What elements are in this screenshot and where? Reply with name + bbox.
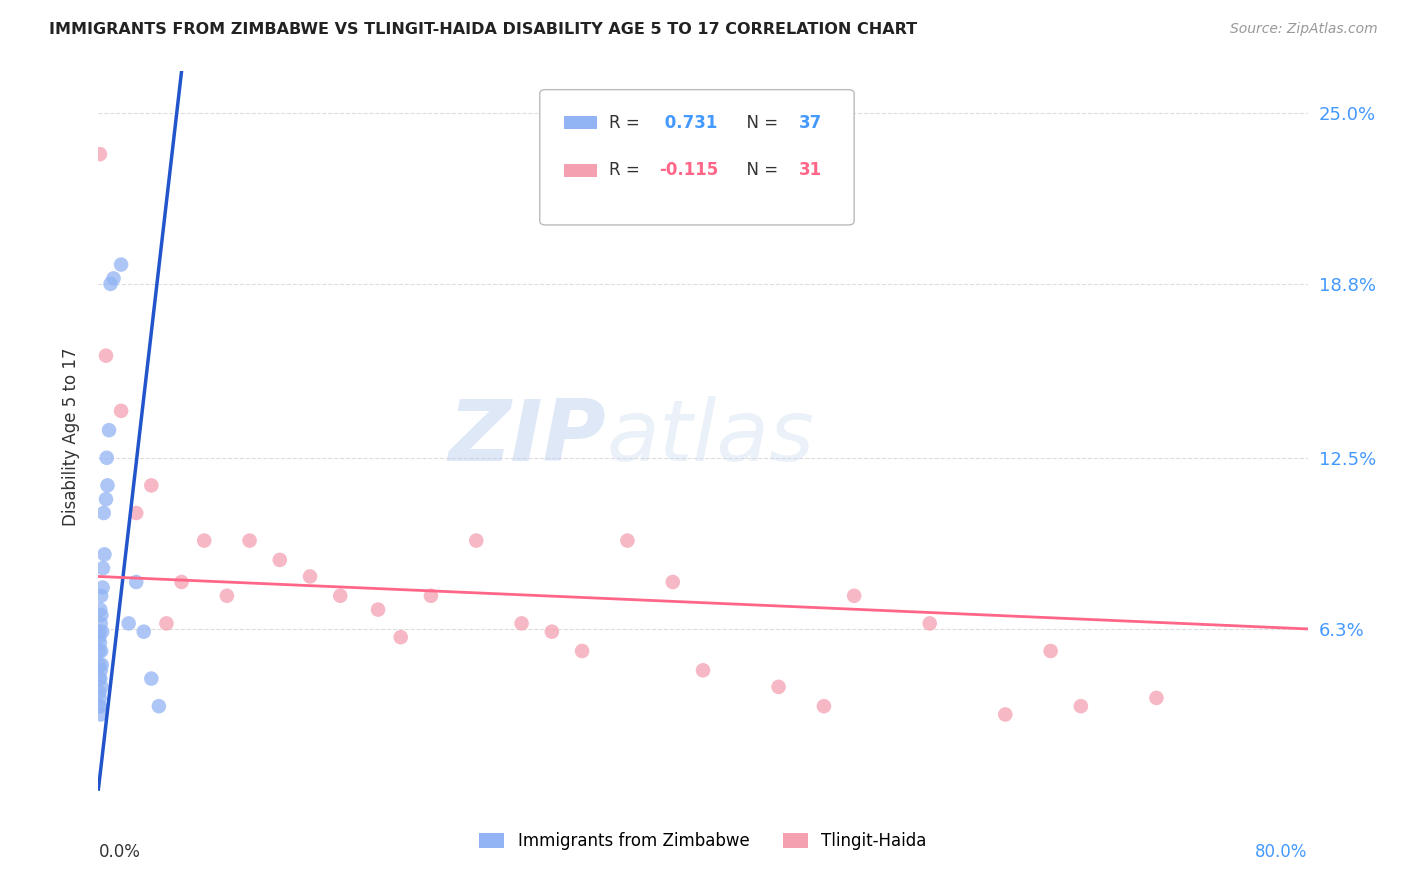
Point xyxy=(299,569,322,583)
Point xyxy=(94,349,117,363)
Point xyxy=(100,277,122,291)
Point xyxy=(89,644,111,658)
Text: 0.731: 0.731 xyxy=(659,113,718,131)
Point xyxy=(90,680,112,694)
Point xyxy=(193,533,215,548)
Point xyxy=(1070,699,1092,714)
Point xyxy=(89,672,111,686)
Point xyxy=(90,657,112,672)
Point xyxy=(616,533,638,548)
Point xyxy=(90,663,112,677)
Point xyxy=(103,271,125,285)
Point xyxy=(98,423,121,437)
Text: 0.0%: 0.0% xyxy=(98,843,141,861)
FancyBboxPatch shape xyxy=(564,116,596,129)
Point xyxy=(90,644,112,658)
Point xyxy=(89,147,111,161)
Point xyxy=(768,680,790,694)
Text: R =: R = xyxy=(609,113,645,131)
Point xyxy=(389,630,412,644)
Point xyxy=(90,608,112,623)
Point xyxy=(96,450,118,465)
Point xyxy=(90,616,112,631)
Text: 37: 37 xyxy=(799,113,821,131)
Point xyxy=(329,589,352,603)
Point xyxy=(367,602,389,616)
Point xyxy=(813,699,835,714)
Point xyxy=(155,616,177,631)
Text: IMMIGRANTS FROM ZIMBABWE VS TLINGIT-HAIDA DISABILITY AGE 5 TO 17 CORRELATION CHA: IMMIGRANTS FROM ZIMBABWE VS TLINGIT-HAID… xyxy=(49,22,917,37)
Point xyxy=(89,685,111,699)
Text: -0.115: -0.115 xyxy=(659,161,718,179)
Point xyxy=(96,478,118,492)
Point xyxy=(89,657,111,672)
Point xyxy=(89,672,111,686)
Point xyxy=(141,672,163,686)
Point xyxy=(89,690,111,705)
Point xyxy=(89,699,111,714)
Point xyxy=(118,616,141,631)
Point xyxy=(110,404,132,418)
Point xyxy=(148,699,170,714)
Point xyxy=(269,553,291,567)
Text: 80.0%: 80.0% xyxy=(1256,843,1308,861)
Text: Source: ZipAtlas.com: Source: ZipAtlas.com xyxy=(1230,22,1378,37)
Point xyxy=(89,630,111,644)
Y-axis label: Disability Age 5 to 17: Disability Age 5 to 17 xyxy=(62,348,80,526)
Point xyxy=(91,624,114,639)
FancyBboxPatch shape xyxy=(564,163,596,177)
Point xyxy=(170,574,193,589)
Point xyxy=(89,636,111,650)
Text: atlas: atlas xyxy=(606,395,814,479)
Point xyxy=(844,589,866,603)
Point xyxy=(1146,690,1168,705)
Point xyxy=(93,548,115,562)
Point xyxy=(90,589,112,603)
Point xyxy=(692,663,714,677)
Point xyxy=(94,492,117,507)
Point xyxy=(465,533,488,548)
Point xyxy=(125,574,148,589)
Point xyxy=(89,602,111,616)
Point xyxy=(125,506,148,520)
Text: R =: R = xyxy=(609,161,645,179)
Point xyxy=(91,581,114,595)
Point xyxy=(141,478,163,492)
Text: N =: N = xyxy=(735,161,783,179)
Point xyxy=(510,616,533,631)
Point xyxy=(132,624,155,639)
Point xyxy=(89,699,111,714)
Legend: Immigrants from Zimbabwe, Tlingit-Haida: Immigrants from Zimbabwe, Tlingit-Haida xyxy=(472,825,934,856)
Point xyxy=(91,561,114,575)
Point xyxy=(1039,644,1062,658)
FancyBboxPatch shape xyxy=(540,90,855,225)
Point xyxy=(239,533,262,548)
Point xyxy=(540,624,562,639)
Point xyxy=(918,616,941,631)
Point xyxy=(571,644,593,658)
Text: 31: 31 xyxy=(799,161,821,179)
Point xyxy=(90,707,112,722)
Point xyxy=(994,707,1017,722)
Point xyxy=(110,258,132,272)
Text: N =: N = xyxy=(735,113,783,131)
Point xyxy=(420,589,443,603)
Point xyxy=(93,506,115,520)
Point xyxy=(661,574,683,589)
Text: ZIP: ZIP xyxy=(449,395,606,479)
Point xyxy=(89,624,111,639)
Point xyxy=(215,589,238,603)
